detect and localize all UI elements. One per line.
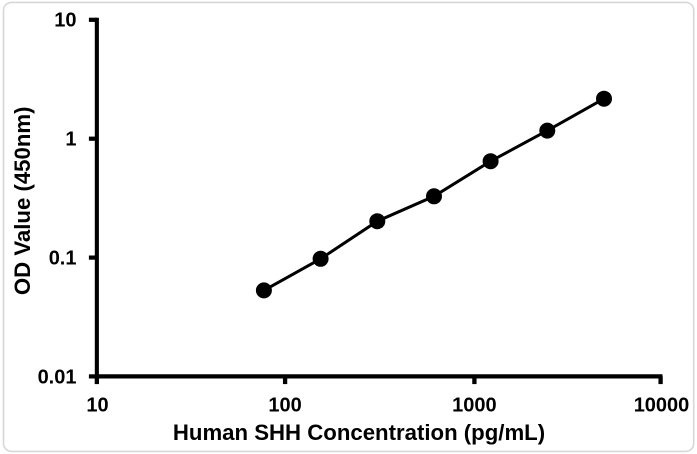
svg-text:1000: 1000 xyxy=(452,394,497,416)
svg-text:0.1: 0.1 xyxy=(49,248,77,270)
svg-text:Human SHH Concentration (pg/mL: Human SHH Concentration (pg/mL) xyxy=(173,420,545,445)
svg-text:0.01: 0.01 xyxy=(38,366,77,388)
svg-text:10000: 10000 xyxy=(634,394,690,416)
svg-text:10: 10 xyxy=(54,10,76,32)
svg-text:OD Value (450nm): OD Value (450nm) xyxy=(10,106,35,295)
svg-text:1: 1 xyxy=(65,129,76,151)
svg-text:10: 10 xyxy=(86,394,108,416)
svg-text:100: 100 xyxy=(268,394,301,416)
